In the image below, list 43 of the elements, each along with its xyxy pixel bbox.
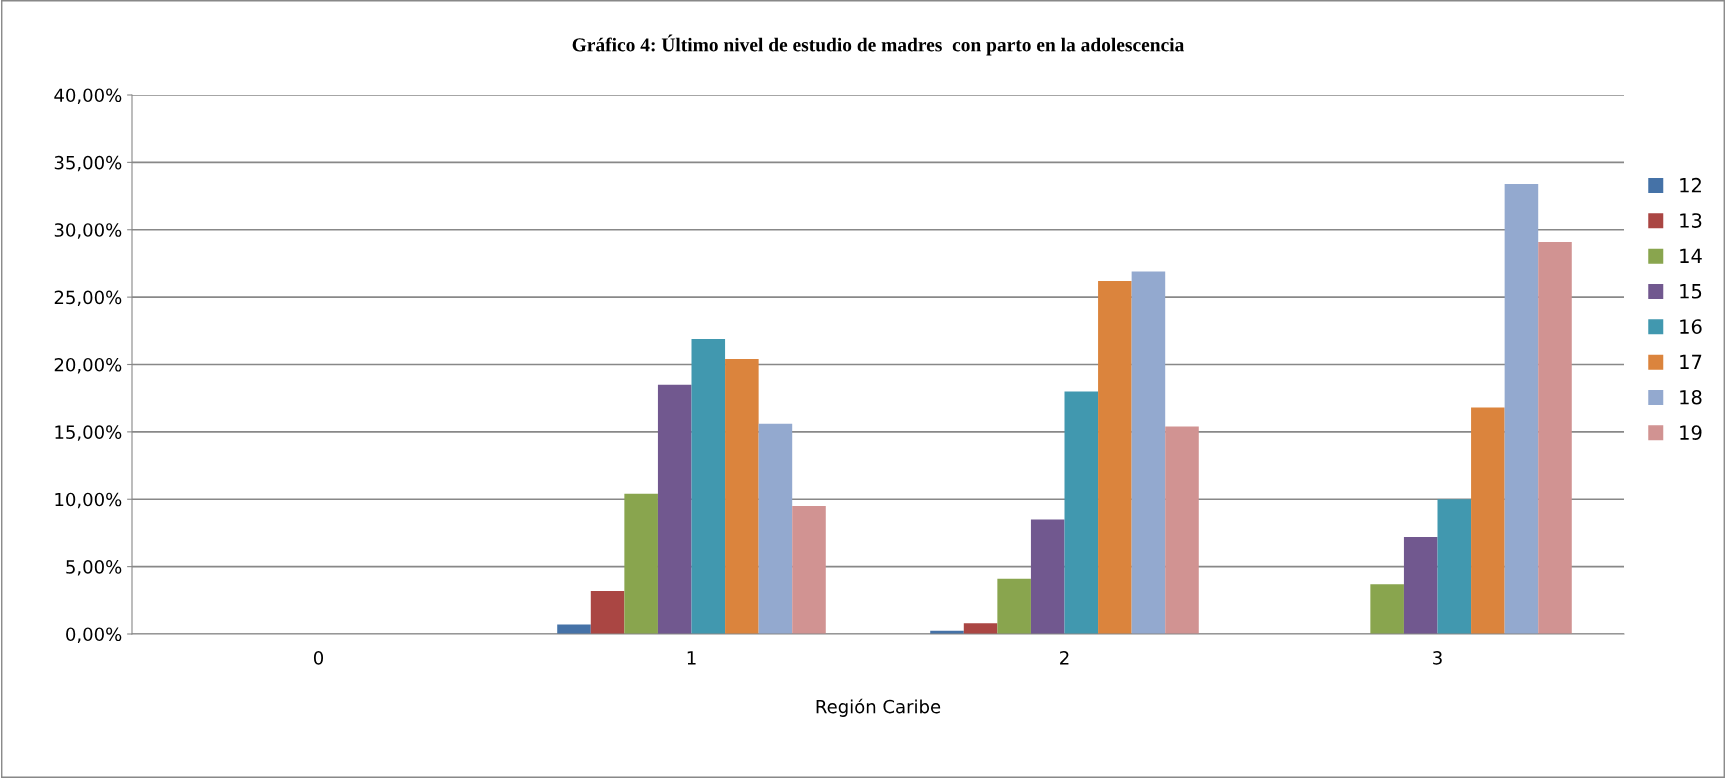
y-tick-label: 15,00% [55,425,122,441]
y-tick-label: 40,00% [54,88,122,104]
x-tick-label: 1 [687,651,696,665]
bar [1538,241,1572,634]
bar [657,384,692,634]
legend-label: 17 [1680,354,1702,369]
legend-label: 14 [1680,248,1702,263]
bar [758,423,793,634]
y-tick-label: 25,00% [54,290,122,307]
y-tick-label: 20,00% [54,357,122,374]
x-tick-label: 2 [1060,650,1069,665]
bar [1030,519,1065,634]
bar [792,505,826,634]
bar [1437,499,1472,634]
y-tick-label: 35,00% [54,155,122,172]
x-tick-label: 3 [1433,650,1442,665]
chart-title: Gráfico 4: Último nivel de estudio de madres con parto en la adolescencia [572,34,1185,56]
bar [1064,391,1099,634]
bar [963,623,998,634]
bar [1370,584,1404,634]
legend-label: 15 [1680,284,1702,299]
bar [725,359,759,634]
bar [1471,407,1505,634]
bar [1403,536,1438,634]
y-tick-label: 10,00% [55,492,122,509]
bar [1131,271,1166,634]
bar [624,493,658,634]
x-tick-label: 0 [313,650,324,665]
y-tick-label: 5,00% [66,560,122,576]
y-tick-label: 0,00% [66,627,122,643]
legend-label: 18 [1680,389,1702,405]
legend-label: 16 [1680,319,1702,334]
legend-label: 13 [1680,213,1702,228]
bar [997,578,1031,634]
bar [590,590,625,634]
bar [1098,280,1132,634]
bar [1165,426,1199,634]
x-axis-title: Región Caribe [816,698,941,717]
bar [1504,183,1539,634]
bar [691,338,726,634]
legend-label: 12 [1680,177,1701,193]
legend-label: 19 [1680,425,1702,440]
y-tick-label: 30,00% [54,223,122,239]
